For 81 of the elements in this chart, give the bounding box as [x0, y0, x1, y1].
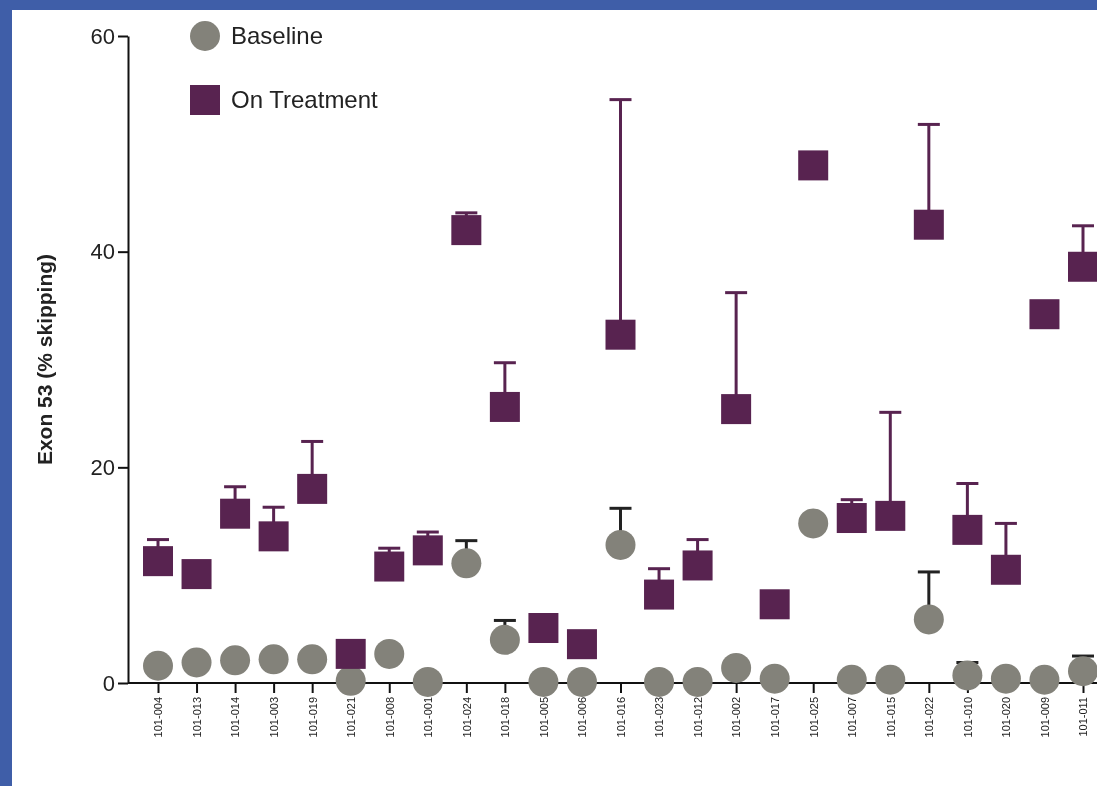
- point: [566, 666, 597, 697]
- point: [1068, 656, 1097, 687]
- x-tick-label: 101-005: [537, 697, 550, 738]
- x-tick-label: 101-015: [884, 697, 897, 738]
- point: [143, 546, 173, 577]
- point: [220, 498, 251, 529]
- point: [759, 589, 790, 620]
- point: [1029, 664, 1060, 695]
- point: [682, 550, 713, 581]
- point: [605, 319, 636, 350]
- legend-label: Baseline: [231, 22, 324, 50]
- x-tick-label: 101-012: [691, 697, 704, 738]
- x-tick-label: 101-016: [614, 697, 627, 738]
- point: [952, 660, 983, 691]
- point: [297, 473, 328, 504]
- y-tick-label: 40: [90, 239, 115, 265]
- point: [990, 554, 1021, 585]
- point: [798, 508, 829, 539]
- x-tick-label: 101-004: [152, 697, 165, 738]
- point: [181, 559, 212, 590]
- point: [605, 529, 636, 560]
- point: [451, 215, 482, 246]
- point: [798, 150, 829, 181]
- point: [528, 666, 559, 697]
- legend-label: On Treatment: [231, 86, 379, 114]
- point: [836, 664, 867, 695]
- point: [875, 664, 906, 695]
- point: [412, 666, 443, 697]
- point: [566, 629, 597, 660]
- point: [451, 548, 482, 579]
- x-tick-label: 101-025: [807, 697, 820, 738]
- point: [258, 644, 289, 675]
- x-tick-label: 101-023: [653, 697, 666, 738]
- point: [1068, 251, 1097, 282]
- x-tick-label: 101-013: [190, 697, 203, 738]
- point: [682, 666, 713, 697]
- x-tick-label: 101-021: [345, 697, 358, 738]
- point: [220, 645, 251, 676]
- x-tick-label: 101-001: [422, 697, 435, 738]
- point: [913, 604, 944, 635]
- point: [759, 663, 790, 694]
- y-axis-title: Exon 53 (% skipping): [33, 253, 56, 466]
- x-tick-label: 101-002: [730, 697, 743, 738]
- x-tick-label: 101-003: [267, 697, 280, 738]
- point: [721, 652, 752, 683]
- x-tick-label: 101-007: [846, 697, 859, 738]
- x-tick-label: 101-017: [769, 697, 782, 738]
- point: [990, 663, 1021, 694]
- point: [952, 514, 983, 545]
- point: [644, 666, 675, 697]
- point: [374, 638, 405, 669]
- point: [297, 644, 328, 675]
- point: [489, 624, 520, 655]
- point: [528, 613, 559, 644]
- x-tick-label: 101-020: [1000, 697, 1013, 738]
- point: [335, 638, 366, 669]
- y-tick-label: 20: [90, 454, 115, 480]
- y-tick-label: 0: [102, 670, 115, 696]
- point: [836, 503, 867, 534]
- x-tick-label: 101-009: [1038, 697, 1051, 738]
- point: [721, 394, 752, 425]
- x-tick-label: 101-014: [229, 697, 242, 738]
- x-tick-label: 101-019: [306, 697, 319, 738]
- point: [913, 209, 944, 240]
- x-tick-label: 101-010: [961, 697, 974, 738]
- x-tick-label: 101-006: [576, 697, 589, 738]
- y-tick-label: 60: [90, 23, 115, 49]
- x-tick-label: 101-022: [923, 697, 936, 738]
- point: [489, 391, 520, 422]
- point: [374, 551, 405, 582]
- point: [875, 500, 906, 531]
- point: [181, 647, 212, 678]
- point: [143, 650, 173, 681]
- x-tick-label: 101-018: [499, 697, 512, 738]
- x-tick-label: 101-011: [1077, 697, 1090, 737]
- x-tick-label: 101-024: [460, 697, 473, 738]
- point: [412, 535, 443, 566]
- point: [644, 579, 675, 610]
- point: [1029, 299, 1060, 330]
- point: [258, 521, 289, 552]
- x-tick-label: 101-008: [383, 697, 396, 738]
